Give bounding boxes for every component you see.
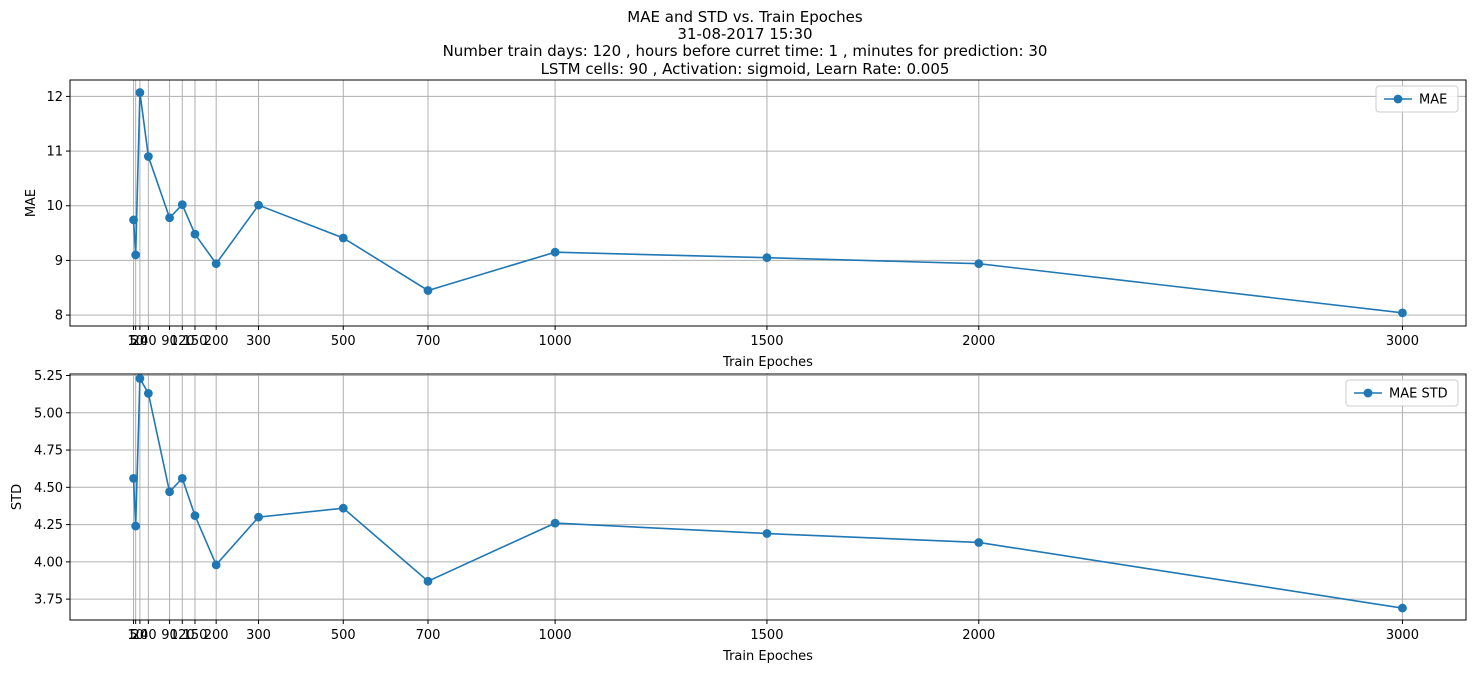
std-y-axis-label: STD: [10, 484, 25, 510]
std-axes-frame: [69, 373, 1467, 621]
mae-x-tick-label: 200: [204, 334, 229, 349]
std-x-tick-label: 40: [140, 628, 157, 643]
std-data-point: [190, 511, 200, 521]
std-data-point: [762, 529, 772, 538]
mae-data-point: [177, 200, 187, 210]
mae-y-tick-label: 9: [55, 254, 63, 269]
std-data-point: [338, 503, 348, 513]
mae-legend-marker: [1393, 94, 1403, 104]
mae-x-tick-label: 120: [170, 334, 195, 349]
mae-data-point: [211, 259, 221, 269]
mae-y-tick-label: 11: [46, 145, 63, 160]
mae-legend-box: [1375, 85, 1459, 113]
std-data-point: [165, 487, 174, 497]
std-data-point: [1398, 603, 1407, 613]
mae-data-point: [338, 233, 348, 243]
mae-data-point: [762, 253, 772, 263]
mae-x-tick-label: 300: [246, 334, 271, 349]
mae-legend-label: MAE: [1419, 93, 1447, 108]
std-x-tick-label: 500: [331, 628, 356, 643]
mae-data-point: [550, 247, 560, 257]
mae-x-tick-label: 500: [331, 334, 356, 349]
figure-title-line-2: 31-08-2017 15:30: [677, 25, 812, 43]
std-x-tick-label: 2000: [962, 628, 995, 643]
std-x-tick-label: 1000: [539, 628, 572, 643]
mae-y-axis-label: MAE: [24, 189, 39, 217]
mae-data-point: [254, 200, 263, 210]
std-legend-label: MAE STD: [1389, 387, 1448, 402]
std-x-tick-label: 90: [161, 628, 178, 643]
std-y-tick-label: 4.50: [34, 481, 63, 496]
std-data-point: [974, 538, 984, 547]
mae-data-point: [190, 229, 200, 239]
std-data-point: [177, 473, 187, 483]
std-data-point: [254, 512, 263, 522]
mae-x-tick-label: 20: [132, 334, 149, 349]
std-data-point: [423, 576, 433, 586]
std-x-tick-label: 5: [129, 628, 137, 643]
mae-x-axis-label: Train Epoches: [722, 355, 813, 370]
mae-data-point: [1398, 308, 1407, 318]
mae-x-tick-label: 10: [127, 334, 144, 349]
mae-y-tick-label: 12: [46, 90, 63, 105]
mae-x-tick-label: 700: [416, 334, 441, 349]
mae-y-tick-label: 10: [46, 199, 63, 214]
mae-x-tick-label: 3000: [1386, 334, 1419, 349]
figure-title: MAE and STD vs. Train Epoches 31-08-2017…: [443, 8, 1048, 78]
std-data-point: [211, 560, 221, 570]
mae-axes-frame: [69, 79, 1467, 327]
mae-data-point: [135, 88, 145, 97]
mae-data-point: [129, 215, 138, 225]
std-legend-marker: [1363, 388, 1373, 398]
mae-x-tick-label: 2000: [962, 334, 995, 349]
std-y-tick-label: 5.00: [34, 406, 63, 421]
std-y-tick-label: 3.75: [34, 593, 63, 608]
figure-title-line-3: Number train days: 120 , hours before cu…: [443, 42, 1048, 60]
std-data-point: [135, 374, 145, 383]
mae-data-point: [423, 286, 433, 295]
std-data-point: [131, 521, 141, 531]
mae-x-tick-label: 5: [129, 334, 137, 349]
mae-data-point: [131, 250, 141, 260]
mae-x-tick-label: 90: [161, 334, 178, 349]
std-y-tick-label: 5.25: [34, 369, 63, 384]
mae-x-tick-label: 1500: [750, 334, 783, 349]
mae-data-point: [165, 213, 174, 223]
std-x-tick-label: 700: [416, 628, 441, 643]
figure-title-line-4: LSTM cells: 90 , Activation: sigmoid, Le…: [541, 60, 950, 78]
std-x-tick-label: 3000: [1386, 628, 1419, 643]
std-legend-box: [1345, 379, 1459, 407]
std-x-tick-label: 200: [204, 628, 229, 643]
std-x-tick-label: 10: [127, 628, 144, 643]
figure-title-line-1: MAE and STD vs. Train Epoches: [627, 8, 863, 26]
mae-data-point: [974, 259, 984, 269]
mae-y-tick-label: 8: [55, 309, 63, 324]
mae-x-tick-label: 40: [140, 334, 157, 349]
mae-data-point: [143, 152, 153, 161]
std-x-axis-label: Train Epoches: [722, 649, 813, 664]
std-y-tick-label: 4.25: [34, 518, 63, 533]
std-x-tick-label: 150: [183, 628, 208, 643]
std-data-point: [550, 518, 560, 528]
std-x-tick-label: 300: [246, 628, 271, 643]
std-data-point: [129, 473, 138, 483]
std-y-tick-label: 4.00: [34, 555, 63, 570]
std-x-tick-label: 120: [170, 628, 195, 643]
std-x-tick-label: 1500: [750, 628, 783, 643]
mae-series-line: [132, 92, 1403, 314]
mae-x-tick-label: 150: [183, 334, 208, 349]
mae-x-tick-label: 1000: [539, 334, 572, 349]
std-data-point: [143, 388, 153, 398]
std-x-tick-label: 20: [132, 628, 149, 643]
std-y-tick-label: 4.75: [34, 444, 63, 459]
